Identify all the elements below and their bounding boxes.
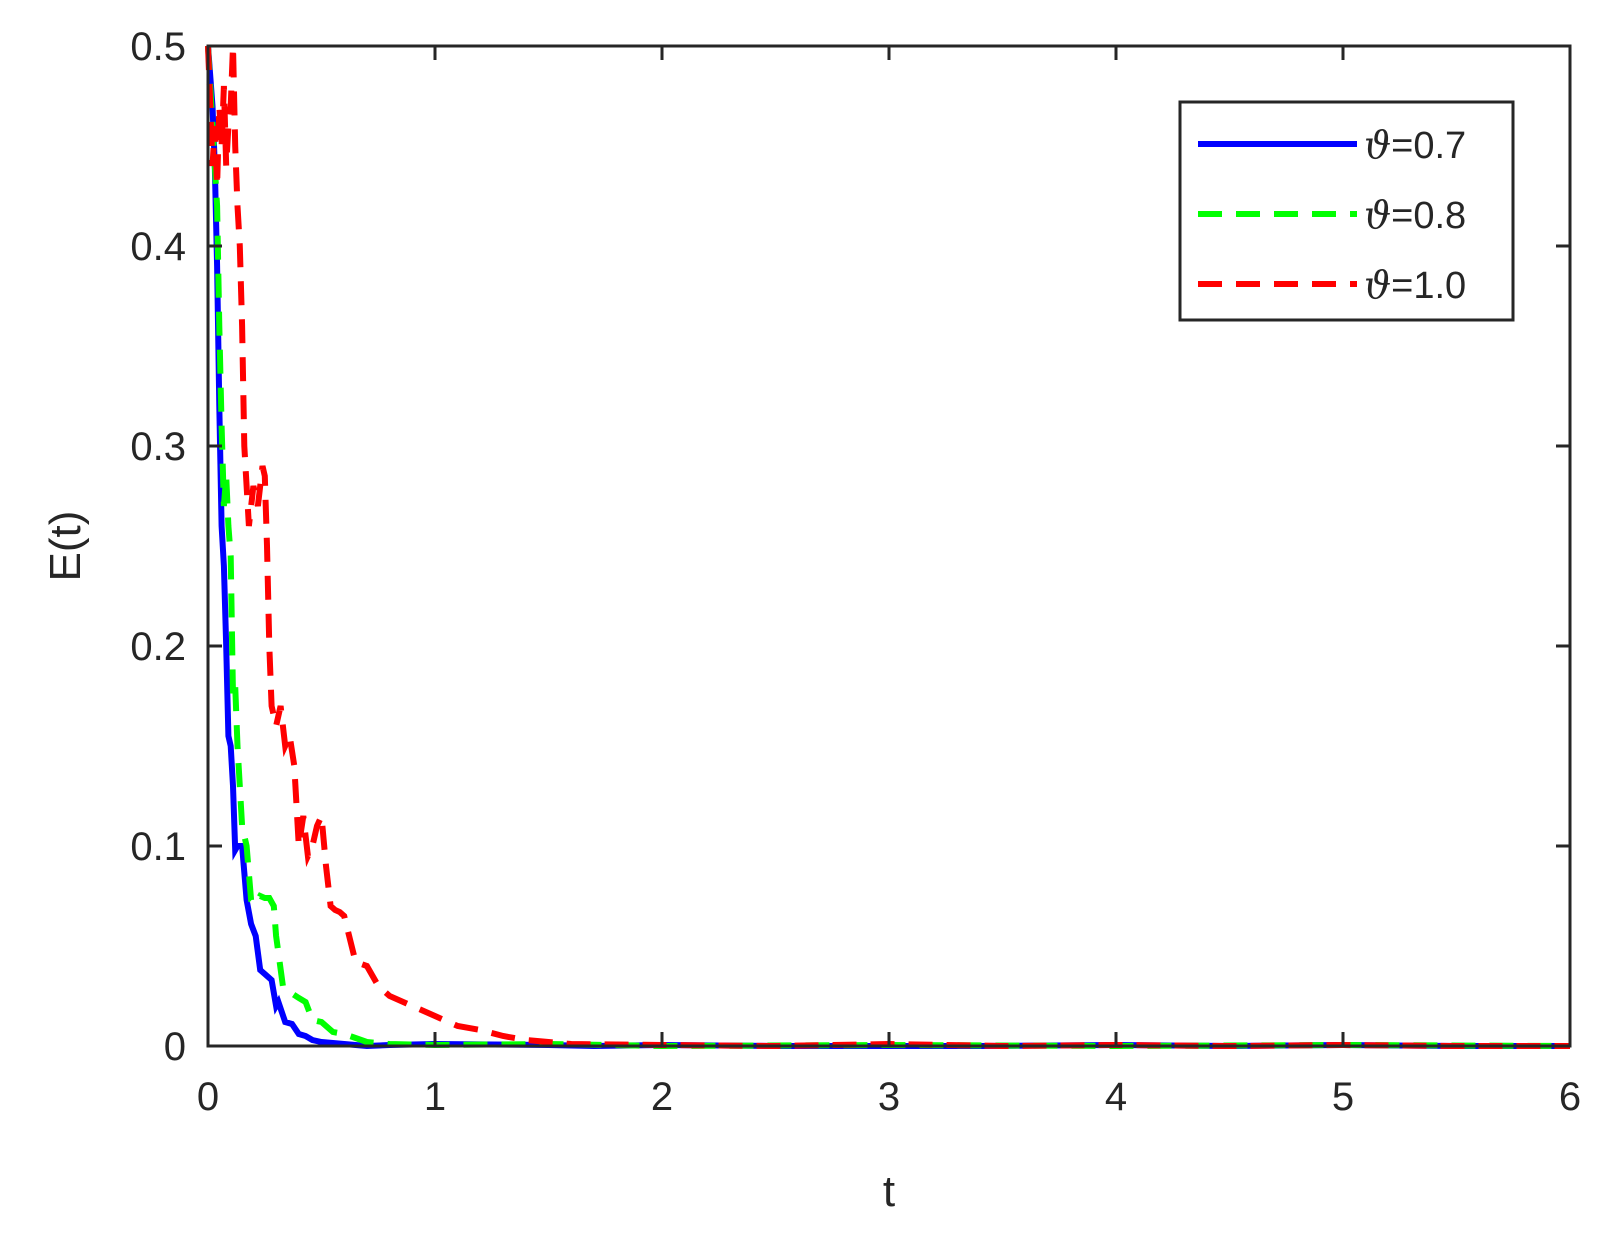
series-line-2: [205, 45, 1571, 1050]
legend-value: =1.0: [1391, 265, 1466, 307]
x-tick-label: 6: [1559, 1075, 1581, 1119]
x-tick-label: 1: [424, 1075, 446, 1119]
x-tick-label: 4: [1105, 1075, 1127, 1119]
legend-label-1: ϑ=0.7: [1364, 123, 1466, 167]
ticks-layer: 0 1 2 3 4 5 6 0 0.1 0.2 0.3 0.4 0.5: [130, 25, 1581, 1119]
legend: ϑ=0.7ϑ=0.8ϑ=1.0: [1178, 100, 1515, 322]
y-tick-label: 0.1: [130, 825, 186, 869]
x-tick-label: 5: [1332, 1075, 1354, 1119]
legend-symbol: ϑ: [1364, 263, 1391, 307]
legend-symbol: ϑ: [1364, 193, 1391, 237]
x-axis-label: t: [883, 1167, 895, 1216]
y-tick-label: 0: [164, 1025, 186, 1069]
x-tick-label: 3: [878, 1075, 900, 1119]
legend-value: =0.8: [1391, 195, 1466, 237]
y-tick-label: 0.4: [130, 225, 186, 269]
y-tick-label: 0.5: [130, 25, 186, 69]
legend-value: =0.7: [1391, 125, 1466, 167]
legend-box: [1178, 100, 1515, 322]
legend-label-3: ϑ=1.0: [1364, 263, 1466, 307]
y-tick-label: 0.2: [130, 625, 186, 669]
y-tick-label: 0.3: [130, 425, 186, 469]
legend-label-2: ϑ=0.8: [1364, 193, 1466, 237]
x-tick-label: 0: [197, 1075, 219, 1119]
series-line-3: [205, 45, 1570, 1050]
legend-symbol: ϑ: [1364, 123, 1391, 167]
y-axis-label: E(t): [41, 511, 90, 582]
x-tick-label: 2: [651, 1075, 673, 1119]
